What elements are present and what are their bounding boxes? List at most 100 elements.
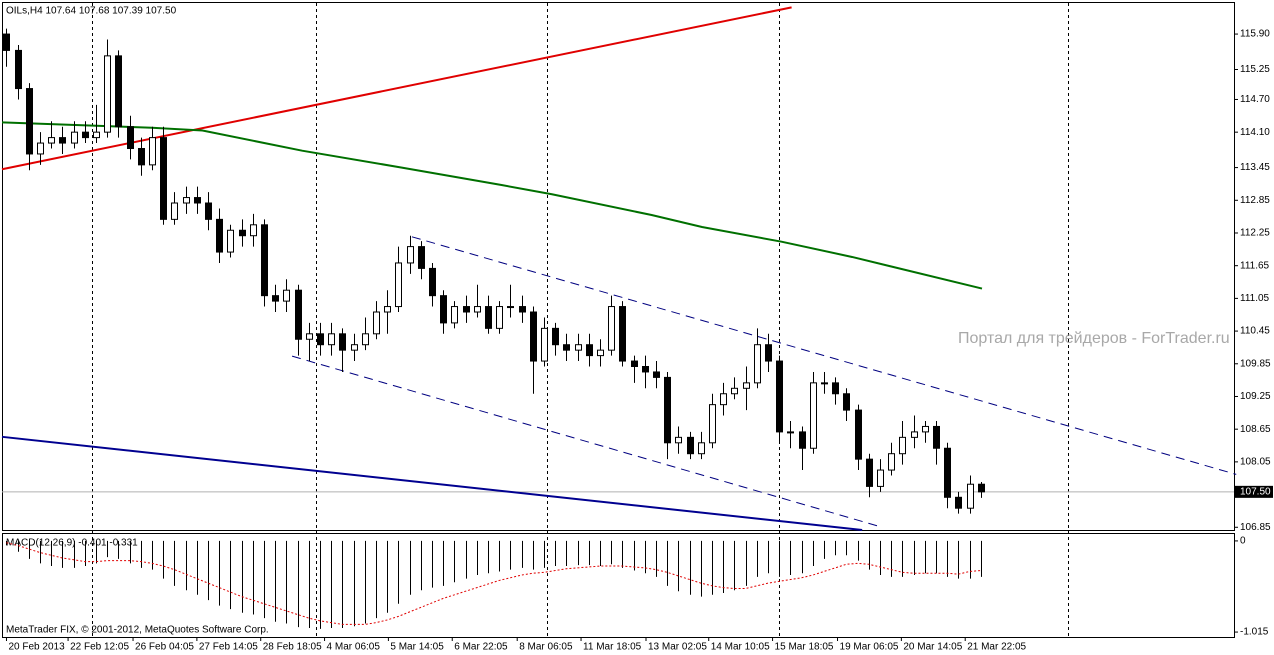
candle-body xyxy=(474,306,481,313)
x-tick-label: 14 Mar 10:05 xyxy=(711,642,770,653)
candle-body xyxy=(642,366,649,373)
candle-body xyxy=(888,453,895,471)
candle-body xyxy=(530,311,537,362)
candle-body xyxy=(698,442,705,455)
y-tick-label: 114.70 xyxy=(1240,94,1270,105)
candle-body xyxy=(171,202,178,220)
candle-body xyxy=(440,295,447,324)
candle-body xyxy=(619,306,626,362)
candle-body xyxy=(216,218,223,253)
y-tick-label: 115.90 xyxy=(1240,29,1270,40)
candle-body xyxy=(821,382,828,385)
x-tick-label: 21 Mar 22:05 xyxy=(967,642,1026,653)
x-tick-label: 20 Mar 14:05 xyxy=(903,642,962,653)
candle-body xyxy=(82,131,89,139)
candle-body xyxy=(541,327,548,362)
candle-body xyxy=(608,306,615,351)
y-tick-label: 111.05 xyxy=(1240,293,1270,304)
candle-body xyxy=(664,376,671,444)
x-tick-label: 20 Feb 2013 xyxy=(8,642,65,653)
candle-body xyxy=(306,333,313,340)
current-price-box xyxy=(1235,485,1273,498)
period-separators xyxy=(92,3,1069,637)
candle-body xyxy=(227,229,234,253)
candle-body xyxy=(586,344,593,357)
chart-title: OILs,H4 107.64 107.68 107.39 107.50 xyxy=(6,6,177,17)
candle-body xyxy=(507,306,514,309)
candle-body xyxy=(911,431,918,438)
candle-body xyxy=(407,246,414,264)
y-tick-label: 114.10 xyxy=(1240,127,1270,138)
candle-body xyxy=(351,344,358,351)
candle-body xyxy=(799,431,806,449)
candle-body xyxy=(328,333,335,346)
candle-body xyxy=(26,88,33,155)
candle-body xyxy=(37,142,44,155)
main-pane xyxy=(2,2,1235,531)
x-tick-label: 28 Feb 18:05 xyxy=(263,642,322,653)
candle-body xyxy=(978,483,985,493)
candle-body xyxy=(810,382,817,449)
x-tick-label: 13 Mar 02:05 xyxy=(648,642,707,653)
candle-body xyxy=(463,306,470,313)
candle-body xyxy=(250,224,257,237)
candle-body xyxy=(519,306,526,313)
y-tick-label: 111.65 xyxy=(1240,260,1270,271)
candle-body xyxy=(239,229,246,237)
x-tick-label: 11 Mar 18:05 xyxy=(583,642,642,653)
candle-body xyxy=(675,436,682,444)
y-tick-label: 108.65 xyxy=(1240,424,1271,435)
y-tick-label: 108.05 xyxy=(1240,457,1271,468)
y-tick-label: 115.25 xyxy=(1240,64,1270,75)
candle-body xyxy=(832,382,839,395)
y-tick-label: -1.015 xyxy=(1240,627,1269,638)
candle-body xyxy=(362,333,369,346)
candle-body xyxy=(149,137,156,166)
candle-body xyxy=(93,131,100,139)
x-tick-label: 27 Feb 14:05 xyxy=(199,642,258,653)
macd-signal xyxy=(6,542,981,625)
candle-body xyxy=(754,344,761,384)
candle-body xyxy=(194,197,201,204)
x-tick-label: 6 Mar 22:05 xyxy=(454,642,508,653)
candle-body xyxy=(127,126,134,150)
current-price-label: 107.50 xyxy=(1240,486,1271,497)
indicator-title: MACD(12,26,9) -0.401 -0.331 xyxy=(6,538,138,549)
x-tick-label: 5 Mar 14:05 xyxy=(390,642,444,653)
candle-body xyxy=(765,344,772,362)
y-tick-label: 106.85 xyxy=(1240,522,1271,533)
x-tick-label: 26 Feb 04:05 xyxy=(135,642,194,653)
candle-body xyxy=(160,137,167,220)
candle-body xyxy=(653,371,660,378)
candle-body xyxy=(71,131,78,144)
candle-body xyxy=(15,49,22,90)
candle-body xyxy=(955,496,962,509)
x-tick-label: 4 Mar 06:05 xyxy=(327,642,381,653)
candle-body xyxy=(776,360,783,433)
candle-body xyxy=(563,344,570,351)
candle-body xyxy=(138,148,145,166)
candle-body xyxy=(631,360,638,368)
candle-body xyxy=(496,306,503,329)
trend-line xyxy=(291,355,883,528)
trend-line xyxy=(1,435,863,531)
candle-body xyxy=(855,409,862,460)
candle-body xyxy=(843,393,850,411)
candle-body xyxy=(485,306,492,329)
candle-body xyxy=(339,333,346,351)
candle-body xyxy=(743,382,750,389)
watermark: Портал для трейдеров - ForTrader.ru xyxy=(958,330,1230,347)
y-tick-label: 110.45 xyxy=(1240,326,1270,337)
x-tick-label: 8 Mar 06:05 xyxy=(519,642,573,653)
candle-body xyxy=(922,425,929,433)
candle-body xyxy=(720,393,727,406)
y-tick-label: 109.25 xyxy=(1240,391,1271,402)
candle-body xyxy=(283,289,290,302)
candle-body xyxy=(418,246,425,269)
copyright: MetaTrader FIX, © 2001-2012, MetaQuotes … xyxy=(6,625,269,636)
candle-body xyxy=(709,404,716,444)
candle-body xyxy=(384,306,391,313)
y-tick-label: 112.85 xyxy=(1240,195,1270,206)
candle-body xyxy=(48,137,55,144)
